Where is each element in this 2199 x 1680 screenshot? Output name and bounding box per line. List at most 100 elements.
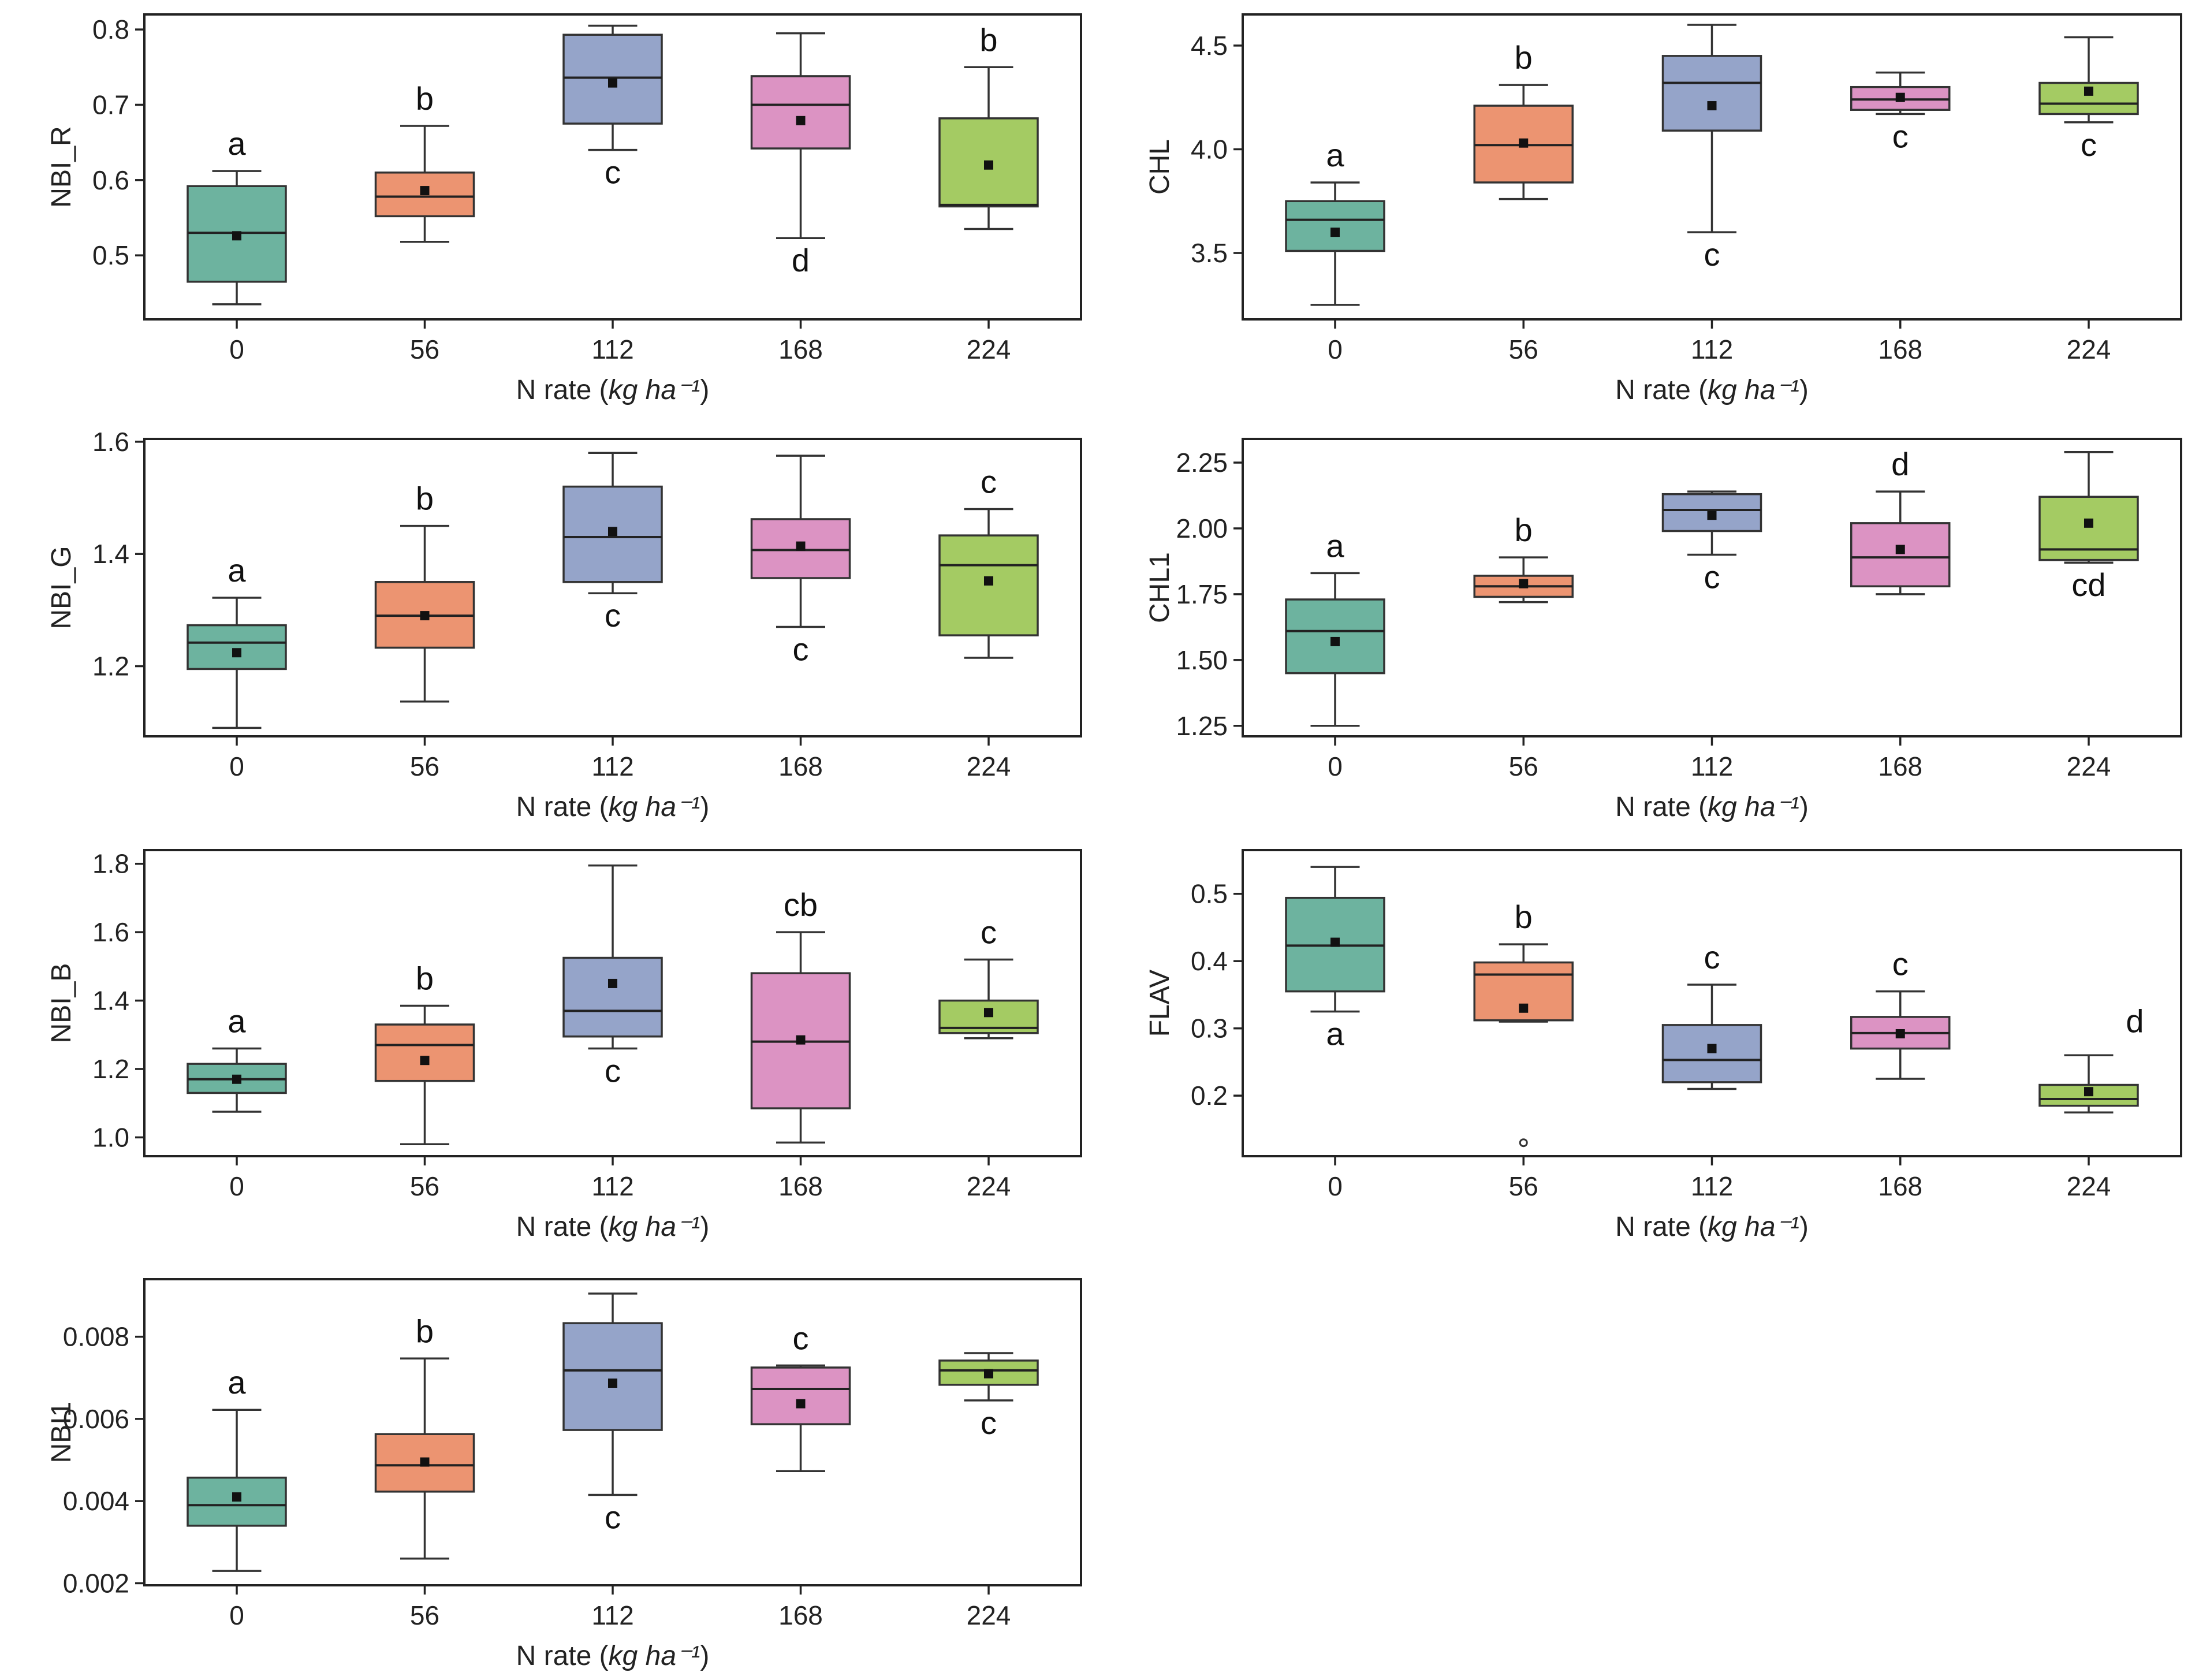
iqr-box [374,1023,475,1082]
x-tick-label: 56 [410,1600,439,1630]
significance-letter: c [1892,946,1909,982]
y-tick-label: 0.4 [1191,946,1228,976]
x-tick-label: 56 [410,334,439,364]
y-tick-label: 1.6 [92,917,129,947]
significance-letter: b [1515,899,1533,935]
box-112: c [1661,939,1762,1090]
box-168: c [750,455,851,668]
box-0: a [1285,137,1385,306]
mean-marker [420,186,430,196]
y-tick-label: 0.6 [92,165,129,195]
box-224: cd [2038,451,2139,603]
x-axis-label: N rate (kg ha⁻¹) [516,375,710,405]
x-tick-label: 112 [1691,751,1733,781]
significance-letter: b [416,80,434,117]
mean-marker [2084,86,2093,96]
x-tick-label: 224 [967,334,1011,364]
mean-marker [984,576,993,586]
significance-letter: a [228,1364,246,1400]
x-tick-label: 168 [1878,751,1922,781]
box-168: d [1850,446,1951,595]
y-tick-label: 0.004 [63,1486,129,1516]
significance-letter: cd [2071,567,2105,603]
y-tick-label: 1.0 [92,1122,129,1152]
mean-marker [796,1035,806,1045]
box-168: c [1850,946,1951,1080]
mean-marker [796,116,806,125]
mean-marker [232,231,241,241]
mean-marker [420,1056,430,1066]
y-tick-label: 1.4 [92,539,129,569]
mean-marker [1707,101,1717,111]
box-168: d [750,32,851,278]
x-tick-label: 112 [1691,334,1733,364]
box-56: b [374,960,475,1146]
iqr-box [187,1476,287,1527]
x-axis-label: N rate (kg ha⁻¹) [516,1212,710,1242]
significance-letter: d [792,242,810,278]
iqr-box [750,1366,851,1425]
x-tick-label: 224 [967,751,1011,781]
y-tick-label: 0.3 [1191,1014,1228,1044]
box-0: a [187,1003,287,1113]
box-224: c [938,914,1039,1040]
box-224: b [938,21,1039,230]
iqr-box [562,1322,663,1431]
significance-letter: b [979,21,997,58]
significance-letter: d [1891,446,1909,482]
panel-nbi-b: 1.0 1.2 1.4 1.6 1.8 NBI_B 0 56 112 168 224 N rate (… [46,849,1082,1242]
y-tick-label: 0.002 [63,1568,129,1598]
mean-marker [1895,92,1905,102]
significance-letter: c [2081,126,2097,163]
y-axis-label: NBI_R [46,126,77,207]
significance-letter: a [228,1003,246,1039]
mean-marker [608,527,617,537]
mean-marker [1519,1003,1529,1013]
box-112: c [562,452,663,634]
iqr-box [1661,55,1762,132]
significance-letter: b [1515,39,1533,76]
x-tick-label: 112 [591,1600,633,1630]
x-axis-label: N rate (kg ha⁻¹) [516,1641,710,1671]
x-tick-label: 168 [778,334,823,364]
significance-letter: b [416,480,434,517]
significance-letter: c [605,1499,621,1535]
box-168: c [750,1320,851,1472]
mean-marker [608,978,617,988]
iqr-box [1661,1024,1762,1083]
mean-marker [1330,636,1340,646]
mean-marker [796,541,806,551]
iqr-box [750,75,851,150]
y-axis-label: FLAV [1145,970,1175,1037]
mean-marker [420,611,430,621]
x-tick-label: 168 [1878,1171,1922,1201]
panel-flav: 0.2 0.3 0.4 0.5 FLAV 0 56 112 168 224 N rate (kg h… [1145,849,2182,1242]
significance-letter: a [1326,1016,1344,1052]
x-tick-label: 112 [1691,1171,1733,1201]
significance-letter: a [1326,137,1344,173]
mean-marker [1330,937,1340,947]
significance-letter: a [228,125,246,162]
box-224: c [2038,36,2139,163]
significance-letter: c [605,1052,621,1089]
significance-letter: c [1704,559,1720,595]
y-axis-label: NBI_B [46,963,77,1044]
x-tick-label: 224 [967,1600,1011,1630]
significance-letter: b [1515,512,1533,548]
mean-marker [1330,228,1340,237]
x-tick-label: 56 [410,1171,439,1201]
box-56: b [1473,899,1574,1148]
y-tick-label: 1.4 [92,986,129,1016]
mean-marker [1895,545,1905,554]
mean-marker [1519,579,1529,588]
x-axis-label: N rate (kg ha⁻¹) [1615,1212,1809,1242]
mean-marker [796,1399,806,1409]
x-tick-label: 0 [1328,751,1343,781]
mean-marker [984,1369,993,1379]
significance-letter: c [605,154,621,191]
x-tick-label: 56 [1509,334,1538,364]
significance-letter: c [1704,939,1720,975]
box-0: a [187,1364,287,1572]
y-tick-label: 1.6 [92,427,129,457]
